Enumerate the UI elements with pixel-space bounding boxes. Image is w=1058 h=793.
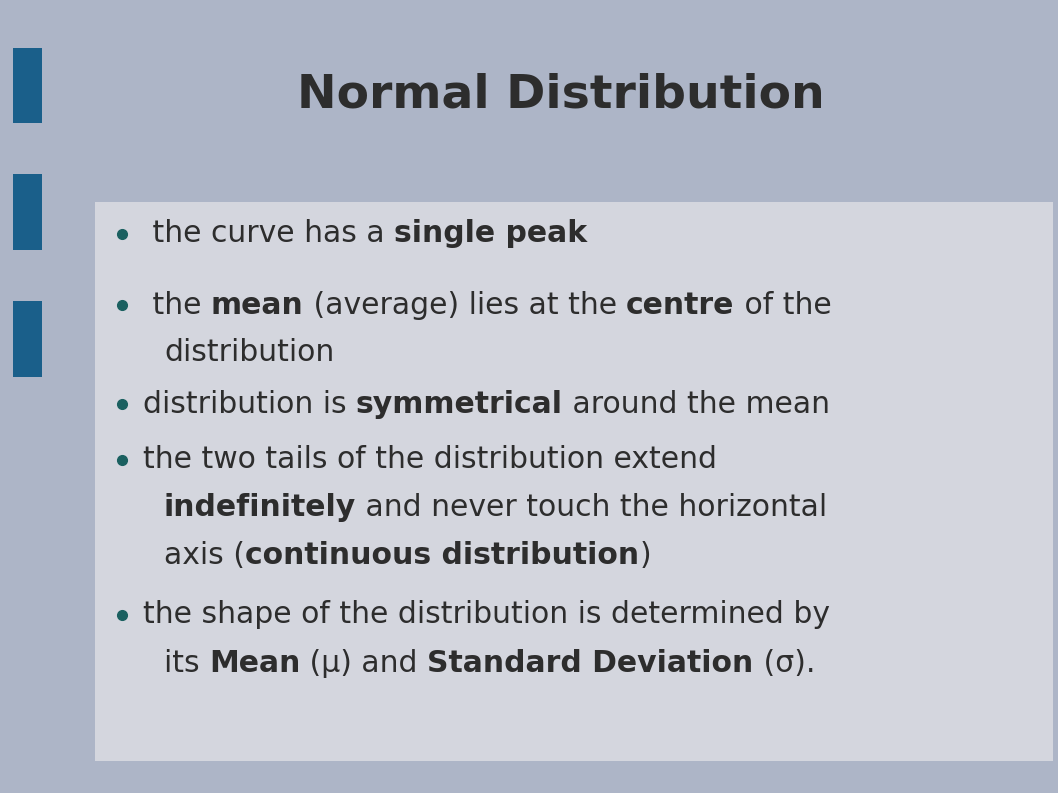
Text: Standard Deviation: Standard Deviation xyxy=(427,649,753,678)
Text: single peak: single peak xyxy=(394,220,587,248)
Text: indefinitely: indefinitely xyxy=(164,493,357,522)
Text: distribution: distribution xyxy=(164,339,334,367)
Text: Normal Distribution: Normal Distribution xyxy=(297,73,824,117)
Text: axis (: axis ( xyxy=(164,541,245,569)
Text: its: its xyxy=(164,649,209,678)
Bar xyxy=(13,174,42,250)
Text: centre: centre xyxy=(626,291,734,320)
Text: ): ) xyxy=(639,541,651,569)
Text: (σ).: (σ). xyxy=(753,649,816,678)
Text: the two tails of the distribution extend: the two tails of the distribution extend xyxy=(143,446,717,474)
Text: mean: mean xyxy=(211,291,304,320)
Text: the curve has a: the curve has a xyxy=(143,220,394,248)
Text: around the mean: around the mean xyxy=(563,390,829,419)
Bar xyxy=(13,48,42,123)
Bar xyxy=(95,202,1053,761)
Text: and never touch the horizontal: and never touch the horizontal xyxy=(357,493,827,522)
Text: the shape of the distribution is determined by: the shape of the distribution is determi… xyxy=(143,600,829,629)
Bar xyxy=(13,301,42,377)
Text: the: the xyxy=(143,291,211,320)
Text: of the: of the xyxy=(734,291,832,320)
Text: (average) lies at the: (average) lies at the xyxy=(304,291,626,320)
Text: distribution is: distribution is xyxy=(143,390,355,419)
Text: symmetrical: symmetrical xyxy=(355,390,563,419)
Text: continuous distribution: continuous distribution xyxy=(245,541,639,569)
Text: (μ) and: (μ) and xyxy=(300,649,427,678)
Text: Mean: Mean xyxy=(209,649,300,678)
